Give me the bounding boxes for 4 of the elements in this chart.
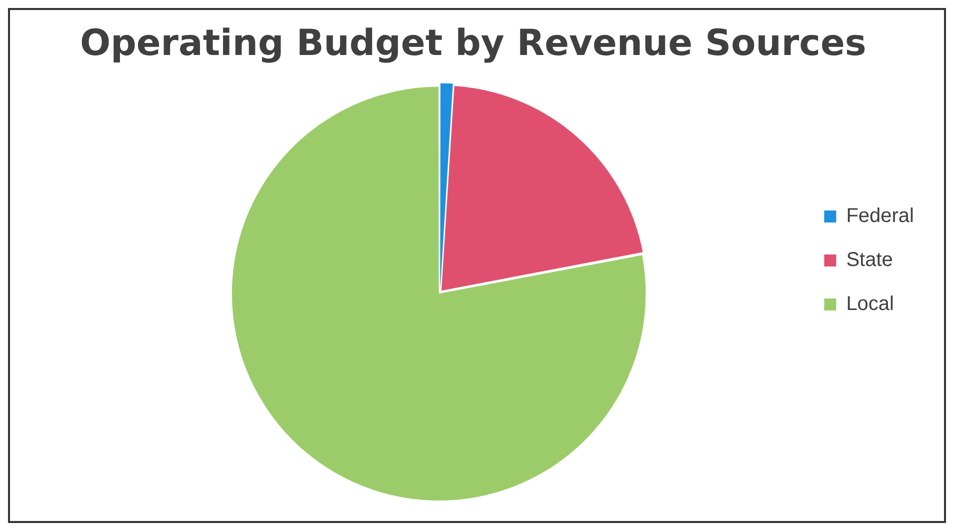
- legend-label: Local: [846, 293, 894, 316]
- chart-title: Operating Budget by Revenue Sources: [80, 22, 866, 64]
- legend-label: Federal: [846, 205, 914, 228]
- legend-label: State: [846, 249, 893, 272]
